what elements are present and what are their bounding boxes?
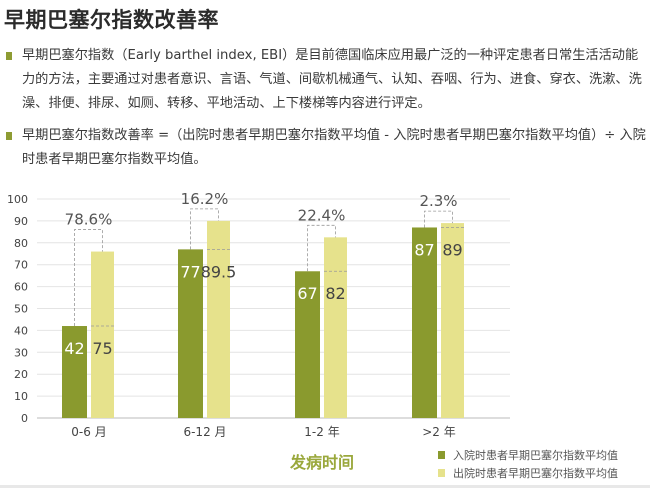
y-tick-label: 90	[14, 215, 28, 228]
data-label-admission: 77	[180, 262, 200, 281]
improvement-label: 2.3%	[419, 192, 457, 210]
data-label-admission: 42	[64, 339, 84, 358]
bottom-divider	[0, 485, 650, 488]
data-label-discharge: 89.5	[201, 262, 237, 281]
x-axis-title: 发病时间	[290, 453, 355, 472]
data-label-discharge: 82	[325, 284, 345, 303]
data-label-admission: 67	[297, 284, 317, 303]
bar-admission	[295, 271, 320, 418]
bar-discharge	[441, 223, 464, 418]
improvement-label: 22.4%	[298, 206, 346, 224]
y-tick-label: 10	[14, 390, 28, 403]
improvement-label: 16.2%	[181, 190, 229, 208]
legend: 入院时患者早期巴塞尔指数平均值 出院时患者早期巴塞尔指数平均值	[438, 446, 618, 482]
improvement-bracket	[307, 224, 336, 272]
legend-label: 出院时患者早期巴塞尔指数平均值	[453, 467, 618, 480]
legend-label: 入院时患者早期巴塞尔指数平均值	[453, 449, 618, 462]
x-tick-label: 6-12 月	[183, 425, 226, 439]
improvement-bracket	[74, 229, 103, 327]
x-tick-label: 0-6 月	[71, 425, 106, 439]
bullet-ebi-definition: 早期巴塞尔指数（Early barthel index, EBI）是目前德国临床…	[6, 44, 647, 116]
legend-swatch	[438, 451, 445, 459]
page-title: 早期巴塞尔指数改善率	[4, 8, 219, 32]
legend-item-discharge: 出院时患者早期巴塞尔指数平均值	[438, 464, 618, 482]
bar-discharge	[207, 220, 230, 418]
y-tick-label: 0	[21, 412, 28, 425]
y-tick-label: 50	[14, 303, 28, 316]
legend-item-admission: 入院时患者早期巴塞尔指数平均值	[438, 446, 618, 464]
y-tick-label: 60	[14, 281, 28, 294]
data-label-admission: 87	[414, 240, 434, 259]
bar-chart: 0 10 20 30 40 50 60 70 80 90 100 78.6% 42 75 0-6 月 16.2…	[7, 190, 510, 439]
y-tick-label: 100	[7, 193, 28, 206]
bar-discharge	[324, 237, 347, 418]
bullet-icon	[6, 52, 12, 60]
bullet-text: 早期巴塞尔指数（Early barthel index, EBI）是目前德国临床…	[22, 48, 642, 111]
bar-discharge	[91, 251, 114, 418]
improvement-bracket	[424, 210, 453, 228]
legend-swatch	[438, 469, 445, 477]
data-label-discharge: 75	[92, 339, 112, 358]
y-tick-label: 40	[14, 324, 28, 337]
bar-admission	[62, 326, 87, 418]
y-tick-label: 80	[14, 237, 28, 250]
y-tick-label: 30	[14, 346, 28, 359]
x-tick-label: 1-2 年	[304, 425, 339, 439]
data-label-discharge: 89	[442, 240, 462, 259]
x-tick-label: >2 年	[422, 425, 456, 439]
improvement-bracket	[190, 208, 219, 250]
y-tick-label: 70	[14, 259, 28, 272]
bullet-icon	[6, 132, 12, 140]
bullet-text: 早期巴塞尔指数改善率 =（出院时患者早期巴塞尔指数平均值 - 入院时患者早期巴塞…	[22, 128, 646, 167]
bar-admission	[412, 227, 437, 418]
y-tick-label: 20	[14, 368, 28, 381]
improvement-label: 78.6%	[65, 211, 113, 229]
bar-admission	[178, 249, 203, 418]
bullet-improvement-formula: 早期巴塞尔指数改善率 =（出院时患者早期巴塞尔指数平均值 - 入院时患者早期巴塞…	[6, 124, 647, 172]
